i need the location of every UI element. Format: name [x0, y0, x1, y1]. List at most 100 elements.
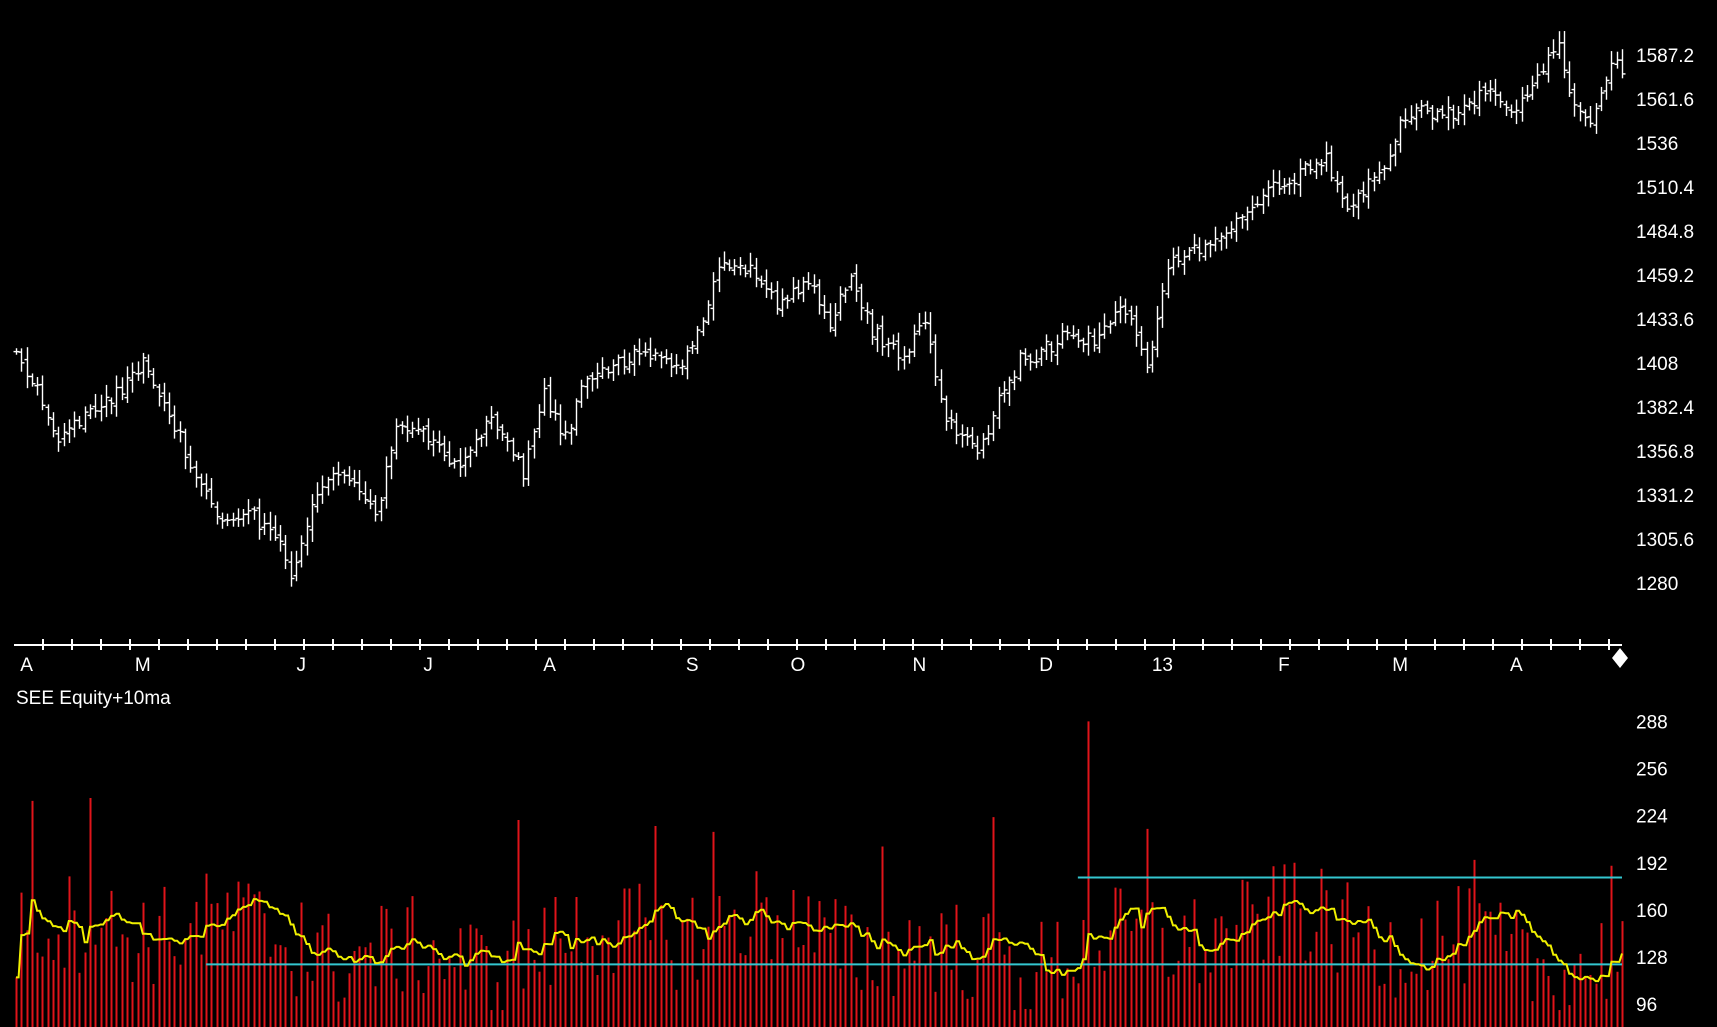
price-y-tick-label: 1587.2 — [1636, 46, 1694, 67]
price-bar — [1085, 325, 1092, 356]
price-bar — [1418, 99, 1425, 118]
price-bar — [758, 275, 765, 288]
time-axis-label: O — [790, 655, 805, 676]
price-bar — [1497, 91, 1504, 108]
price-bar — [1455, 105, 1462, 125]
price-bar — [932, 334, 939, 387]
price-bar — [1402, 108, 1409, 129]
price-bar — [853, 264, 860, 302]
price-bar — [1033, 349, 1040, 369]
price-bar — [1270, 169, 1277, 198]
time-axis-label: M — [1392, 655, 1408, 676]
price-y-tick-label: 1280 — [1636, 574, 1678, 595]
volume-y-tick-label: 96 — [1636, 995, 1657, 1016]
price-bar — [1154, 305, 1161, 358]
price-bar — [135, 361, 142, 381]
price-bar — [964, 427, 971, 446]
price-bar — [55, 426, 62, 452]
price-bar — [420, 426, 427, 443]
price-bar — [1571, 83, 1578, 117]
price-bar — [282, 534, 289, 570]
price-bar — [1202, 239, 1209, 261]
price-bar — [483, 415, 490, 447]
price-y-tick-label: 1510.4 — [1636, 178, 1695, 199]
price-bar — [124, 366, 131, 404]
price-bar — [214, 501, 221, 525]
price-bar — [864, 302, 871, 324]
price-bar — [1397, 116, 1404, 153]
price-bar — [409, 421, 416, 438]
price-bar — [996, 386, 1003, 429]
price-bar — [1339, 175, 1346, 208]
price-bar — [1429, 105, 1436, 130]
price-bar — [335, 461, 342, 486]
price-bar — [319, 475, 326, 504]
price-bar — [145, 354, 152, 378]
price-bar — [298, 535, 305, 568]
price-bar — [219, 512, 226, 529]
price-y-tick-label: 1561.6 — [1636, 90, 1694, 111]
price-bar — [1519, 86, 1526, 122]
price-bar — [1608, 51, 1615, 91]
price-bar — [1101, 313, 1108, 339]
price-bar — [1307, 159, 1314, 175]
price-bar — [948, 409, 955, 430]
price-bar — [1064, 325, 1071, 341]
price-bar — [166, 392, 173, 425]
price-bar — [610, 359, 617, 381]
price-bar — [1239, 214, 1246, 229]
price-bar — [747, 252, 754, 278]
price-bar — [1476, 80, 1483, 117]
price-y-tick-label: 1356.8 — [1636, 442, 1694, 463]
price-bar — [832, 302, 839, 337]
price-bar — [388, 446, 395, 480]
price-bar — [1159, 283, 1166, 328]
price-bar — [890, 334, 897, 350]
price-bar — [990, 411, 997, 442]
price-bar — [594, 362, 601, 389]
price-bar — [1286, 177, 1293, 195]
last-bar-marker-icon — [1612, 648, 1628, 668]
price-bar — [156, 383, 163, 407]
price-bar — [1313, 158, 1320, 180]
price-bar — [203, 473, 210, 500]
price-bar — [1107, 320, 1114, 334]
price-bar — [525, 440, 532, 486]
price-bar — [668, 353, 675, 378]
price-bar — [1228, 221, 1235, 239]
price-bar — [494, 411, 501, 440]
price-bar — [1513, 99, 1520, 125]
price-bar — [1318, 159, 1325, 176]
price-bar — [1350, 193, 1357, 217]
time-axis-label: A — [1510, 655, 1523, 676]
price-bar — [1593, 103, 1600, 134]
price-bar — [372, 495, 379, 522]
price-bar — [1175, 246, 1182, 268]
price-bar — [1387, 143, 1394, 172]
price-bar — [1254, 196, 1261, 208]
price-bar — [795, 279, 802, 300]
price-bar — [182, 428, 189, 470]
price-bar — [1038, 346, 1045, 367]
price-bar — [1550, 39, 1557, 59]
price-bar — [256, 498, 263, 540]
price-bar — [478, 434, 485, 447]
price-bar — [103, 384, 110, 418]
price-bar — [1144, 341, 1151, 374]
price-bar — [462, 447, 469, 477]
price-bar — [1413, 103, 1420, 131]
price-bar — [879, 315, 886, 356]
price-bar — [1376, 161, 1383, 184]
price-bar — [790, 277, 797, 303]
price-bar — [1249, 195, 1256, 221]
volume-moving-average — [16, 898, 1623, 983]
price-bar — [404, 415, 411, 443]
price-bar — [261, 513, 268, 535]
volume-y-axis: 288 256 224 192 160 128 96 — [1636, 712, 1668, 1016]
price-bar — [784, 294, 791, 309]
time-axis-label: A — [543, 655, 556, 676]
price-bar — [309, 494, 316, 542]
price-bar — [76, 415, 83, 429]
price-y-tick-label: 1459.2 — [1636, 266, 1694, 287]
price-bar — [726, 259, 733, 272]
